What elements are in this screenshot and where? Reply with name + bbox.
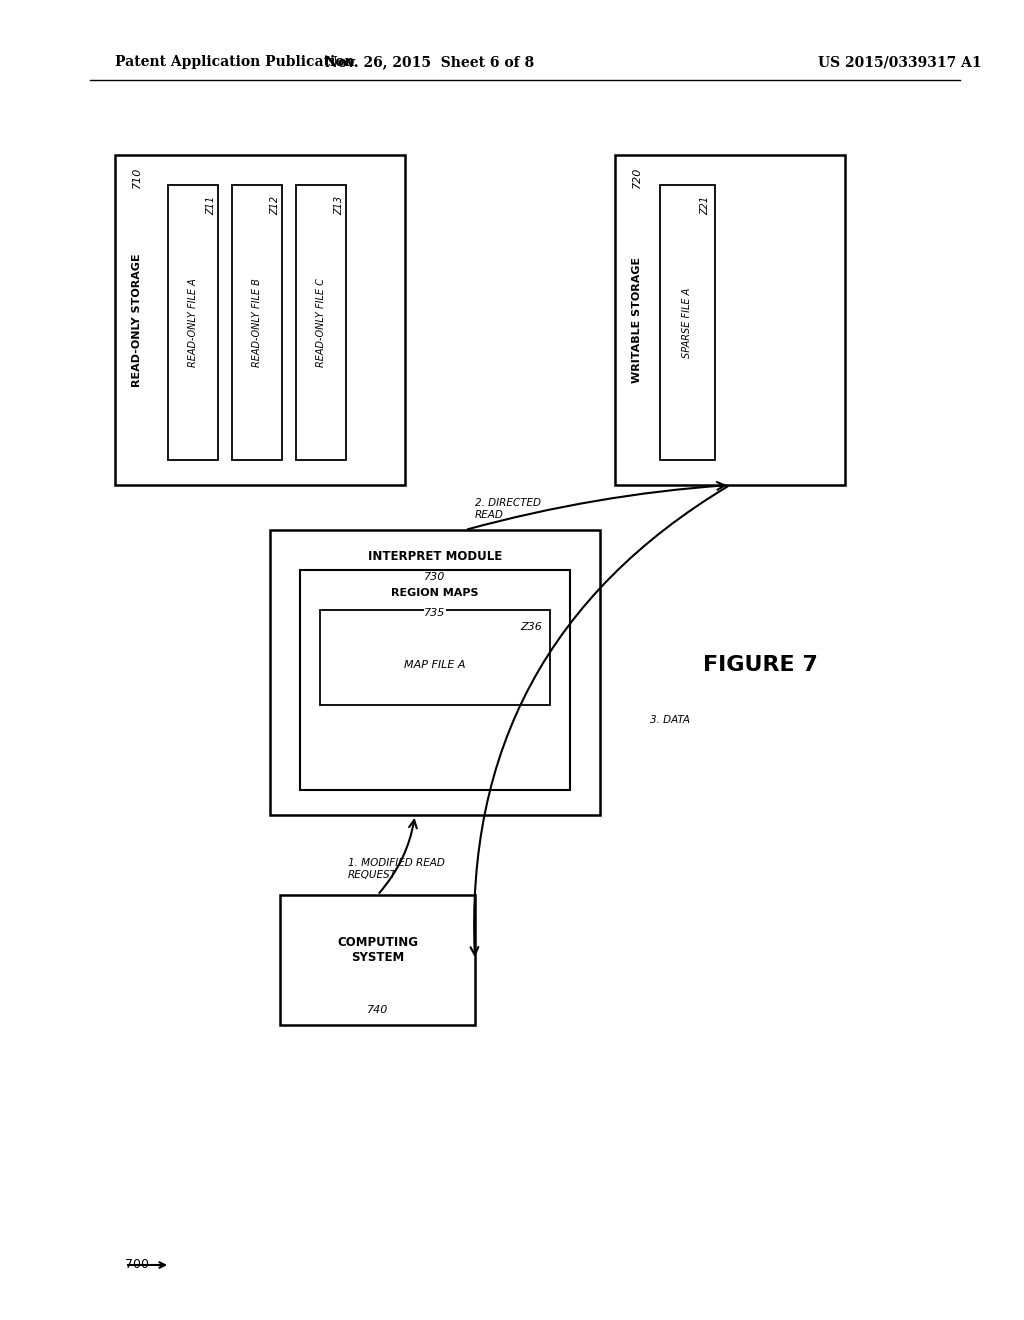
Text: INTERPRET MODULE: INTERPRET MODULE: [368, 550, 502, 564]
Text: 710: 710: [132, 166, 142, 187]
Bar: [280, 895, 475, 1026]
Bar: [168, 185, 218, 459]
Bar: [115, 154, 406, 484]
Text: 3. DATA: 3. DATA: [650, 715, 690, 725]
Text: Z11: Z11: [206, 195, 216, 215]
Text: 735: 735: [424, 609, 445, 618]
Text: WRITABLE STORAGE: WRITABLE STORAGE: [632, 257, 642, 383]
Text: READ-ONLY FILE B: READ-ONLY FILE B: [252, 279, 262, 367]
Text: 730: 730: [424, 572, 445, 582]
Text: FIGURE 7: FIGURE 7: [702, 655, 817, 675]
Text: Z13: Z13: [334, 195, 344, 215]
Bar: [296, 185, 346, 459]
Text: MAP FILE A: MAP FILE A: [404, 660, 466, 671]
Bar: [270, 531, 600, 814]
FancyArrowPatch shape: [379, 820, 417, 892]
Bar: [615, 154, 845, 484]
Text: US 2015/0339317 A1: US 2015/0339317 A1: [818, 55, 982, 69]
Text: Z21: Z21: [700, 195, 711, 215]
Text: Nov. 26, 2015  Sheet 6 of 8: Nov. 26, 2015 Sheet 6 of 8: [326, 55, 535, 69]
Text: 700: 700: [125, 1258, 150, 1271]
Text: READ-ONLY FILE C: READ-ONLY FILE C: [316, 279, 326, 367]
Text: Patent Application Publication: Patent Application Publication: [115, 55, 354, 69]
FancyArrowPatch shape: [471, 487, 728, 954]
Text: REGION MAPS: REGION MAPS: [391, 587, 479, 598]
Text: 720: 720: [632, 166, 642, 187]
Bar: [319, 610, 550, 705]
Text: READ-ONLY STORAGE: READ-ONLY STORAGE: [132, 253, 142, 387]
Text: 740: 740: [367, 1005, 388, 1015]
Text: SPARSE FILE A: SPARSE FILE A: [683, 288, 692, 358]
Text: COMPUTING
SYSTEM: COMPUTING SYSTEM: [337, 936, 418, 964]
Text: 2. DIRECTED
READ: 2. DIRECTED READ: [475, 499, 541, 520]
Text: READ-ONLY FILE A: READ-ONLY FILE A: [188, 279, 198, 367]
Bar: [300, 570, 570, 789]
Text: 1. MODIFIED READ
REQUEST: 1. MODIFIED READ REQUEST: [347, 858, 444, 880]
FancyArrowPatch shape: [468, 482, 725, 529]
Bar: [660, 185, 715, 459]
Text: Z36: Z36: [520, 622, 542, 632]
Text: Z12: Z12: [270, 195, 280, 215]
Bar: [232, 185, 282, 459]
